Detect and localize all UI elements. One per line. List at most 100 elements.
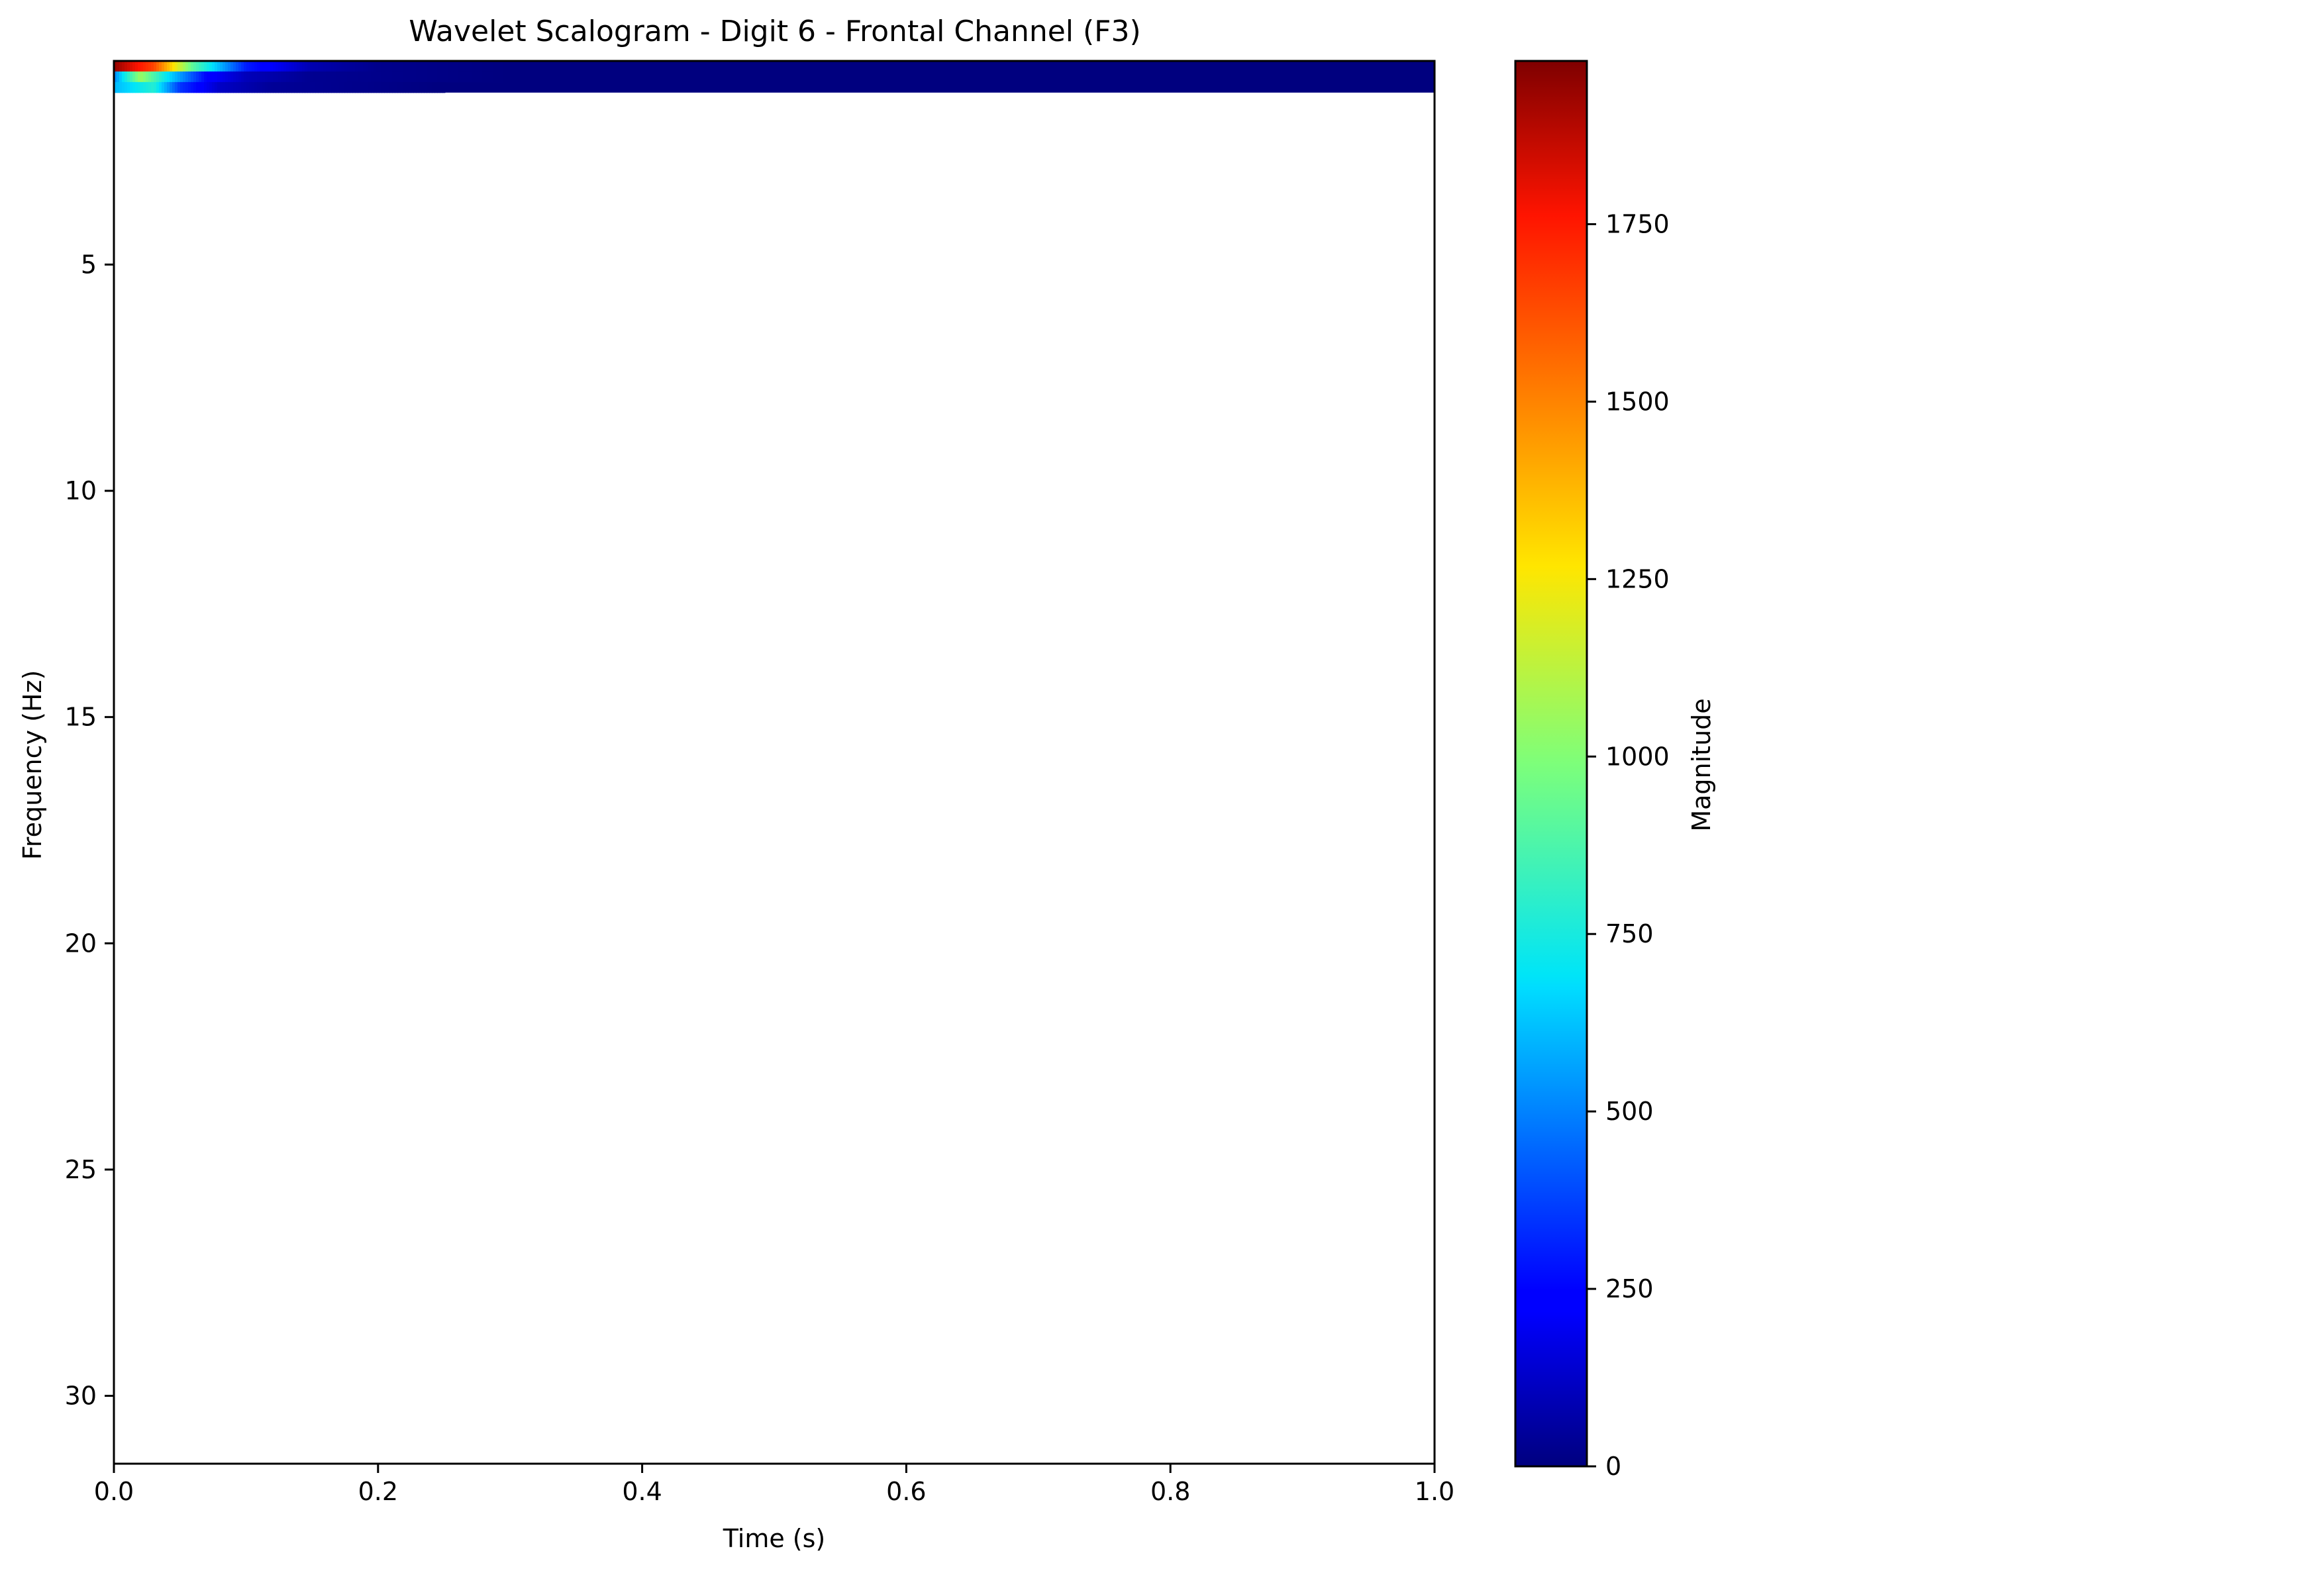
colorbar <box>1514 60 1588 1468</box>
heatmap-cell <box>315 61 319 72</box>
heatmap-cell <box>456 71 459 83</box>
heatmap-cell <box>246 71 250 83</box>
heatmap-cell <box>146 71 149 83</box>
heatmap-cell <box>429 61 432 72</box>
heatmap-cell <box>379 71 382 83</box>
heatmap-cell <box>286 61 289 72</box>
heatmap-cell <box>374 71 377 83</box>
heatmap-cell <box>138 81 141 93</box>
heatmap-cell <box>331 81 334 93</box>
heatmap-cell <box>313 61 316 72</box>
y-tick-label: 20 <box>65 929 97 958</box>
heatmap-cell <box>434 71 438 83</box>
colorbar-ticks: 0 250 500 750 1000 1250 1500 1750 <box>1587 209 1670 1481</box>
heatmap-cell <box>228 61 231 72</box>
heatmap-cell <box>328 81 332 93</box>
heatmap-cell <box>196 61 199 72</box>
heatmap-cell <box>429 71 432 83</box>
heatmap-cell <box>201 71 205 83</box>
heatmap-cell <box>276 71 279 83</box>
heatmap-cell <box>363 61 366 72</box>
heatmap-cell <box>249 71 252 83</box>
heatmap-cell <box>268 61 271 72</box>
heatmap-cell <box>140 71 144 83</box>
heatmap-cell <box>185 61 189 72</box>
heatmap-cell <box>220 61 223 72</box>
heatmap-cell <box>307 61 311 72</box>
heatmap-cell <box>143 71 146 83</box>
heatmap-cell <box>220 81 223 93</box>
heatmap-cell <box>252 61 255 72</box>
heatmap-cell <box>276 81 279 93</box>
heatmap-cell <box>336 61 340 72</box>
heatmap-cell <box>389 71 393 83</box>
heatmap-cell <box>225 81 228 93</box>
heatmap-cell <box>493 61 496 72</box>
heatmap-cell <box>117 81 120 93</box>
heatmap-cell <box>204 81 207 93</box>
heatmap-cell <box>313 81 316 93</box>
heatmap-cell <box>437 71 440 83</box>
heatmap-cell <box>307 81 311 93</box>
heatmap-cell <box>408 71 411 83</box>
heatmap-cell <box>193 71 197 83</box>
y-tick-label: 5 <box>81 250 97 279</box>
heatmap-cell <box>342 61 345 72</box>
heatmap-cell <box>339 61 342 72</box>
heatmap-cell <box>151 61 154 72</box>
x-tick-label: 0.4 <box>622 1477 662 1506</box>
heatmap-cell <box>199 61 202 72</box>
heatmap-cell <box>392 61 395 72</box>
heatmap-cell <box>427 81 430 93</box>
heatmap-cell <box>207 81 210 93</box>
colorbar-label: Magnitude <box>1687 698 1716 831</box>
heatmap-cell <box>199 81 202 93</box>
heatmap-cell <box>175 71 178 83</box>
x-tick-label: 0.2 <box>358 1477 398 1506</box>
heatmap-cell <box>458 71 462 83</box>
heatmap-cell <box>448 61 451 72</box>
x-tick-label: 1.0 <box>1415 1477 1454 1506</box>
heatmap-cell <box>154 61 157 72</box>
heatmap-cell <box>159 71 162 83</box>
heatmap-cell <box>342 71 345 83</box>
heatmap-cell <box>477 61 480 72</box>
heatmap-cell <box>350 61 353 72</box>
heatmap-cell <box>509 61 512 72</box>
heatmap-cell <box>424 71 427 83</box>
heatmap-cell <box>148 61 152 72</box>
heatmap-cell <box>461 61 464 72</box>
heatmap-cell <box>472 61 475 72</box>
heatmap-cell <box>162 61 165 72</box>
heatmap-cell <box>185 81 189 93</box>
heatmap-cell <box>506 61 509 72</box>
heatmap-cell <box>114 81 117 93</box>
heatmap-cell <box>180 81 183 93</box>
heatmap-cell <box>347 81 350 93</box>
heatmap-cell <box>495 61 499 72</box>
heatmap-cell <box>119 71 123 83</box>
heatmap-cell <box>154 71 157 83</box>
heatmap-cell <box>125 81 128 93</box>
heatmap-cell <box>381 81 385 93</box>
heatmap-cell <box>217 61 221 72</box>
heatmap-cell <box>281 71 284 83</box>
heatmap-cell <box>177 61 181 72</box>
heatmap-cell <box>299 81 303 93</box>
heatmap-cell <box>215 61 218 72</box>
heatmap-cell <box>270 81 274 93</box>
heatmap-cell <box>310 71 313 83</box>
heatmap-cell <box>140 61 144 72</box>
heatmap-cell <box>482 71 485 83</box>
heatmap-cell <box>334 81 337 93</box>
heatmap-cell <box>291 71 295 83</box>
heatmap-cell <box>249 61 252 72</box>
heatmap-cell <box>331 71 334 83</box>
heatmap-cell <box>281 81 284 93</box>
heatmap-cell <box>395 61 398 72</box>
heatmap-cell <box>151 81 154 93</box>
heatmap-cell <box>318 71 321 83</box>
heatmap-cell <box>270 71 274 83</box>
heatmap-cell <box>480 71 483 83</box>
heatmap-cell <box>291 61 295 72</box>
